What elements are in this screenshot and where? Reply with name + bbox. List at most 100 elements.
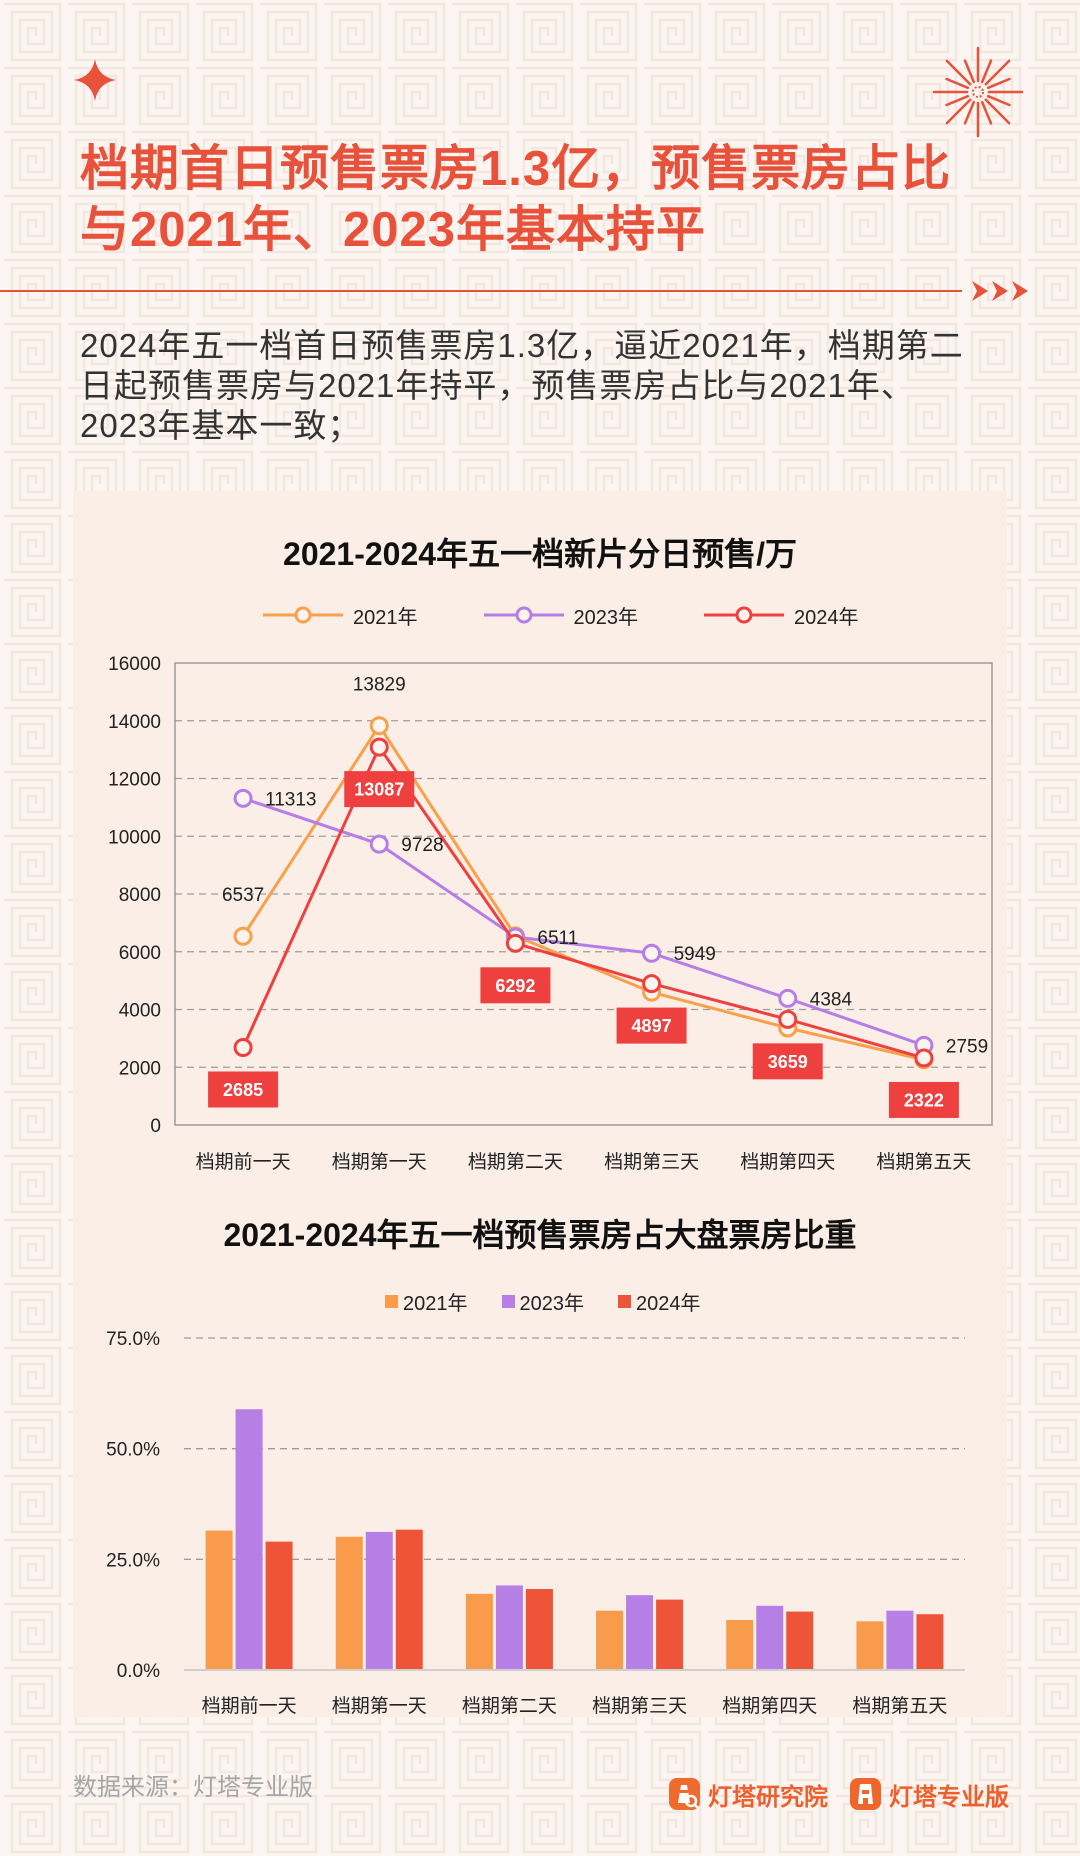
- x-tick-label: 档期第一天: [332, 1695, 427, 1717]
- bar-2021: [465, 1593, 493, 1670]
- data-label-box-2024: [208, 1071, 279, 1108]
- y-tick-label: 16000: [108, 654, 161, 675]
- bar-2023: [626, 1595, 654, 1670]
- legend-line-marker: [483, 606, 564, 624]
- data-point-2023: [369, 834, 389, 854]
- legend-label: 2021年: [403, 1292, 468, 1315]
- presale-share-bar-chart: 0.0% 25.0% 50.0% 75.0% 档期前一天 档期第一天 档期第二天 档期第三天 档…: [106, 1329, 965, 1717]
- bar-2024: [916, 1614, 944, 1670]
- data-point-2024: [914, 1048, 934, 1068]
- series-line-2023: [242, 796, 925, 1047]
- bar-2024: [265, 1541, 293, 1670]
- line-chart-title: 2021-2024年五一档新片分日预售/万: [283, 536, 797, 572]
- legend-line-marker: [704, 606, 784, 624]
- data-label-2023: 5949: [674, 944, 716, 965]
- y-tick-label: 8000: [119, 885, 161, 906]
- y-tick-label: 2000: [119, 1058, 161, 1079]
- x-tick-label: 档期第四天: [722, 1695, 817, 1717]
- summary-text: 2024年五一档首日预售票房1.3亿，逼近2021年，档期第二 日起预售票房与2…: [80, 326, 964, 446]
- presale-daily-line-chart: 0 2000 4000 6000 8000 10000 12000 14000 16000 档期前…: [108, 654, 993, 1173]
- legend-label: 2024年: [636, 1292, 701, 1315]
- bar-2023: [495, 1585, 523, 1670]
- brand-lighthouse-pro: 灯塔专业版: [850, 1778, 1009, 1811]
- plot-area-border: [174, 662, 993, 1126]
- legend-item-2024: 2024年: [618, 1287, 701, 1316]
- bar-2021: [205, 1530, 233, 1670]
- data-label-2023: 2759: [946, 1036, 988, 1057]
- legend-item-2021: 2021年: [385, 1287, 468, 1316]
- bar-2023: [886, 1610, 914, 1670]
- summary-line-3: 2023年基本一致；: [80, 407, 362, 444]
- legend-label: 2023年: [573, 606, 639, 629]
- title-line-1: 档期首日预售票房1.3亿，预售票房占比: [80, 142, 952, 196]
- y-tick-label: 4000: [119, 1001, 161, 1022]
- bar-2024: [525, 1588, 553, 1670]
- bar-2023: [235, 1409, 263, 1670]
- x-tick-label: 档期第五天: [852, 1695, 947, 1717]
- legend-label: 2023年: [519, 1292, 585, 1315]
- bar-2024: [786, 1611, 814, 1670]
- data-label-2024: 4897: [632, 1016, 672, 1036]
- x-tick-label: 档期前一天: [202, 1695, 297, 1717]
- y-tick-label: 75.0%: [106, 1329, 160, 1350]
- line-chart-legend: 2021年 2023年 2024年: [263, 601, 859, 630]
- legend-item-2024: 2024年: [704, 601, 859, 630]
- summary-line-1: 2024年五一档首日预售票房1.3亿，逼近2021年，档期第二: [80, 327, 964, 364]
- legend-item-2023: 2023年: [483, 601, 639, 630]
- bar-2024: [656, 1599, 684, 1670]
- data-point-2021: [233, 926, 253, 946]
- data-point-2023: [778, 988, 798, 1008]
- legend-label: 2024年: [794, 606, 859, 629]
- data-point-2023: [233, 788, 253, 808]
- brand-name: 灯塔研究院: [708, 1783, 828, 1811]
- data-point-2024: [233, 1037, 253, 1057]
- legend-item-2023: 2023年: [501, 1287, 585, 1316]
- bar-2021: [335, 1536, 363, 1670]
- y-tick-label: 10000: [108, 827, 161, 848]
- data-label-2021: 6537: [222, 885, 264, 906]
- bar-2024: [395, 1529, 423, 1670]
- data-label-2024: 6292: [495, 976, 535, 996]
- data-point-2024: [642, 974, 662, 994]
- four-point-star-icon: [74, 59, 116, 101]
- data-label-box-2024: [344, 771, 415, 808]
- legend-item-2021: 2021年: [263, 601, 418, 630]
- bar-2021: [856, 1621, 884, 1670]
- legend-line-marker: [263, 606, 343, 624]
- lighthouse-research-icon: [669, 1778, 700, 1810]
- data-point-2023: [642, 943, 662, 963]
- data-label-2024: 13087: [354, 780, 404, 800]
- title-divider: [0, 290, 962, 292]
- y-tick-label: 6000: [119, 943, 161, 964]
- x-tick-label: 档期第四天: [740, 1151, 835, 1173]
- data-label-box-2024: [752, 1043, 823, 1080]
- data-label-box-2024: [616, 1007, 687, 1044]
- data-label-2024: 2685: [223, 1080, 263, 1100]
- data-label-2021: 13829: [353, 675, 406, 696]
- y-tick-label: 25.0%: [106, 1550, 160, 1571]
- legend-label: 2021年: [353, 606, 418, 629]
- y-tick-label: 12000: [108, 770, 161, 791]
- bar-2023: [756, 1605, 784, 1670]
- data-label-2023: 6511: [537, 928, 578, 949]
- x-tick-label: 档期第三天: [592, 1695, 687, 1717]
- x-tick-label: 档期第三天: [604, 1151, 699, 1173]
- firework-icon: [932, 46, 1024, 138]
- bar-chart-legend: 2021年 2023年 2024年: [385, 1287, 701, 1316]
- data-point-2024: [505, 933, 525, 953]
- y-tick-label: 0.0%: [117, 1661, 160, 1682]
- x-tick-label: 档期第二天: [462, 1695, 557, 1717]
- brand-name: 灯塔专业版: [889, 1783, 1009, 1811]
- legend-swatch: [501, 1294, 515, 1308]
- data-label-box-2024: [480, 967, 551, 1004]
- legend-swatch: [618, 1294, 631, 1308]
- y-tick-label: 50.0%: [106, 1440, 160, 1461]
- title-line-2: 与2021年、2023年基本持平: [80, 203, 707, 257]
- legend-swatch: [385, 1294, 398, 1308]
- data-point-2021: [369, 716, 389, 736]
- lighthouse-pro-icon: [850, 1778, 881, 1810]
- bar-chart-title: 2021-2024年五一档预售票房占大盘票房比重: [223, 1217, 857, 1253]
- x-tick-label: 档期第五天: [876, 1151, 971, 1173]
- bar-2021: [726, 1619, 754, 1670]
